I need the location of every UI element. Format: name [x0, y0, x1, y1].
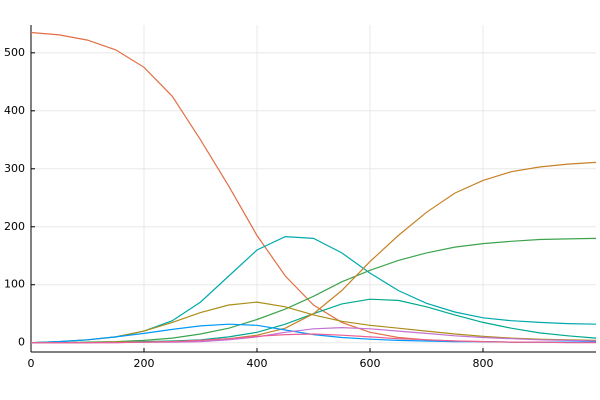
y-tick-label: 300 — [4, 162, 25, 175]
series-line — [30, 301, 597, 344]
series-line — [31, 333, 596, 344]
x-tick-label: 200 — [134, 357, 155, 370]
series-line — [30, 235, 597, 344]
y-tick-label: 500 — [4, 46, 25, 59]
x-tick-label: 800 — [473, 357, 494, 370]
x-tick-label: 600 — [360, 357, 381, 370]
y-tick-label: 200 — [4, 220, 25, 233]
x-tick-label: 400 — [247, 357, 268, 370]
y-tick-label: 400 — [4, 104, 25, 117]
series-line — [31, 237, 597, 344]
y-tick-label: 0 — [18, 336, 25, 349]
series-line — [31, 161, 597, 344]
x-tick-label: 0 — [28, 357, 35, 370]
y-tick-label: 100 — [4, 278, 25, 291]
